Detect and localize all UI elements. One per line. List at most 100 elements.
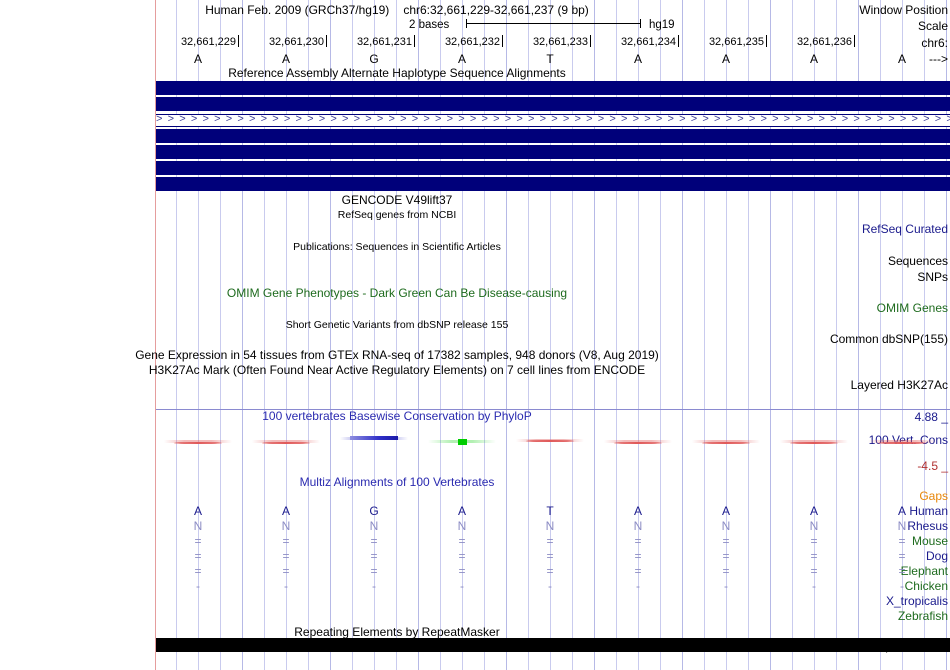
common-dbsnp-label[interactable]: Common dbSNP(155) <box>829 332 948 346</box>
ruler-tick-mark <box>678 35 679 47</box>
alt-haplotype-track-title[interactable]: Reference Assembly Alternate Haplotype S… <box>228 66 566 80</box>
conservation-bar[interactable] <box>526 440 574 443</box>
alignment-cell: = <box>546 564 554 578</box>
center-guideline <box>155 0 156 670</box>
species-label-rhesus[interactable]: Rhesus <box>907 519 948 533</box>
alignment-cell: = <box>282 549 290 563</box>
alignment-cell: = <box>810 549 818 563</box>
alignment-cell: - <box>724 579 728 593</box>
alignment-cell: - <box>196 579 200 593</box>
reference-base: T <box>546 52 554 66</box>
conservation-halo <box>604 439 672 443</box>
alignment-cell: = <box>546 534 554 548</box>
ruler-tick-mark <box>502 35 503 47</box>
alignment-cell: - <box>372 579 376 593</box>
gencode-track-title[interactable]: GENCODE V49lift37 <box>341 193 453 207</box>
refseq-curated-label[interactable]: RefSeq Curated <box>861 222 948 236</box>
alignment-cell: A <box>897 504 906 518</box>
strand-arrow-icon: >>>>>>>>>>>>>>>>>>>>>>>>>>>>>>>>>>>>>>>>… <box>156 114 950 125</box>
scale-bar <box>466 23 641 24</box>
refseq-track-title[interactable]: RefSeq genes from NCBI <box>337 209 457 221</box>
scale-label: Scale <box>917 19 948 33</box>
haplotype-bar-chr6_mann_hap4[interactable] <box>156 129 950 143</box>
reference-base: A <box>809 52 818 66</box>
species-label-zebrafish[interactable]: Zebrafish <box>897 609 948 623</box>
species-label-x_tropicalis[interactable]: X_tropicalis <box>885 594 948 608</box>
alignment-cell: = <box>458 534 466 548</box>
strand-arrow-label: ---> <box>929 52 948 66</box>
alignment-cell: = <box>458 564 466 578</box>
alignment-cell: A <box>721 504 730 518</box>
alignment-cell: = <box>194 534 202 548</box>
repeatmasker-bar[interactable] <box>156 638 950 652</box>
ruler-tick-label: 32,661,234 <box>620 36 676 48</box>
conservation-track-title[interactable]: 100 vertebrates Basewise Conservation by… <box>262 409 532 423</box>
ruler-tick-label: 32,661,233 <box>532 36 588 48</box>
alignment-cell: = <box>634 534 642 548</box>
reference-base: A <box>897 52 906 66</box>
publications-track-title[interactable]: Publications: Sequences in Scientific Ar… <box>293 241 501 253</box>
species-label-dog[interactable]: Dog <box>925 549 948 563</box>
alignment-cell: = <box>370 534 378 548</box>
conservation-halo <box>164 439 232 443</box>
scale-db-label: hg19 <box>649 19 675 31</box>
alignment-cell: = <box>282 534 290 548</box>
conservation-halo <box>692 439 760 443</box>
ruler-tick-mark <box>766 35 767 47</box>
alignment-cell: - <box>900 579 904 593</box>
conservation-bar[interactable] <box>458 438 467 445</box>
alignment-cell: T <box>546 504 554 518</box>
conservation-halo <box>868 439 936 443</box>
coordinate-range[interactable]: chr6:32,661,229-32,661,237 (9 bp) <box>403 3 589 17</box>
conservation-bar[interactable] <box>790 441 838 444</box>
reference-base: G <box>369 52 379 66</box>
ruler-tick-mark <box>414 35 415 47</box>
alignment-cell: = <box>370 549 378 563</box>
alignment-cell: - <box>812 579 816 593</box>
species-label-mouse[interactable]: Mouse <box>911 534 948 548</box>
species-label-human[interactable]: Human <box>909 504 948 518</box>
alignment-cell: - <box>284 579 288 593</box>
gtex-track-title[interactable]: Gene Expression in 54 tissues from GTEx … <box>135 348 659 362</box>
alignment-cell: A <box>193 504 202 518</box>
omim-track-title[interactable]: OMIM Gene Phenotypes - Dark Green Can Be… <box>226 286 568 300</box>
haplotype-bar-chr6_cox_hap2[interactable] <box>156 81 950 95</box>
haplotype-bar-chr6_apd_hap1[interactable]: >>>>>>>>>>>>>>>>>>>>>>>>>>>>>>>>>>>>>>>>… <box>156 114 950 127</box>
omim-genes-label[interactable]: OMIM Genes <box>876 301 948 315</box>
species-label-elephant[interactable]: Elephant <box>900 564 948 578</box>
sequences-label[interactable]: Sequences <box>887 254 948 268</box>
conservation-bar[interactable] <box>702 441 750 444</box>
conservation-top-rule <box>156 409 950 410</box>
ruler-tick-mark <box>854 35 855 47</box>
species-label-chicken[interactable]: Chicken <box>904 579 948 593</box>
haplotype-bar-chr6_qbl_hap6[interactable] <box>156 177 950 191</box>
haplotype-bar-chr6_mcf_hap5[interactable] <box>156 145 950 159</box>
conservation-bar[interactable] <box>350 435 398 440</box>
alignment-cell: N <box>369 519 379 533</box>
multiz-track-title[interactable]: Multiz Alignments of 100 Vertebrates <box>299 475 495 489</box>
alignment-cell: A <box>633 504 642 518</box>
alignment-cell: N <box>633 519 643 533</box>
assembly-name: Human Feb. 2009 (GRCh37/hg19) <box>205 3 390 17</box>
conservation-bar[interactable] <box>614 441 662 444</box>
gaps-label: Gaps <box>919 489 948 503</box>
haplotype-bar-chr6_dbb_hap3[interactable] <box>156 161 950 175</box>
conservation-bar[interactable] <box>878 441 926 444</box>
assembly-position-title: Human Feb. 2009 (GRCh37/hg19) chr6:32,661… <box>0 4 794 16</box>
reference-base: A <box>281 52 290 66</box>
alignment-cell: = <box>722 564 730 578</box>
h3k27ac-track-title[interactable]: H3K27Ac Mark (Often Found Near Active Re… <box>148 363 646 377</box>
alignment-cell: = <box>546 549 554 563</box>
conservation-max-value: 4.88 _ <box>914 410 948 424</box>
haplotype-bar-chr6_ssto_hap7[interactable] <box>156 97 950 111</box>
alignment-cell: N <box>545 519 555 533</box>
snps-label[interactable]: SNPs <box>917 270 948 284</box>
dbsnp-track-title[interactable]: Short Genetic Variants from dbSNP releas… <box>285 319 509 331</box>
alignment-cell: - <box>548 579 552 593</box>
conservation-bar[interactable] <box>262 441 310 444</box>
conservation-bar[interactable] <box>174 441 222 444</box>
repeatmasker-track-title[interactable]: Repeating Elements by RepeatMasker <box>294 625 500 639</box>
layered-h3k27ac-label[interactable]: Layered H3K27Ac <box>850 378 948 392</box>
conservation-halo <box>780 439 848 443</box>
conservation-min-value: -4.5 _ <box>917 459 948 473</box>
